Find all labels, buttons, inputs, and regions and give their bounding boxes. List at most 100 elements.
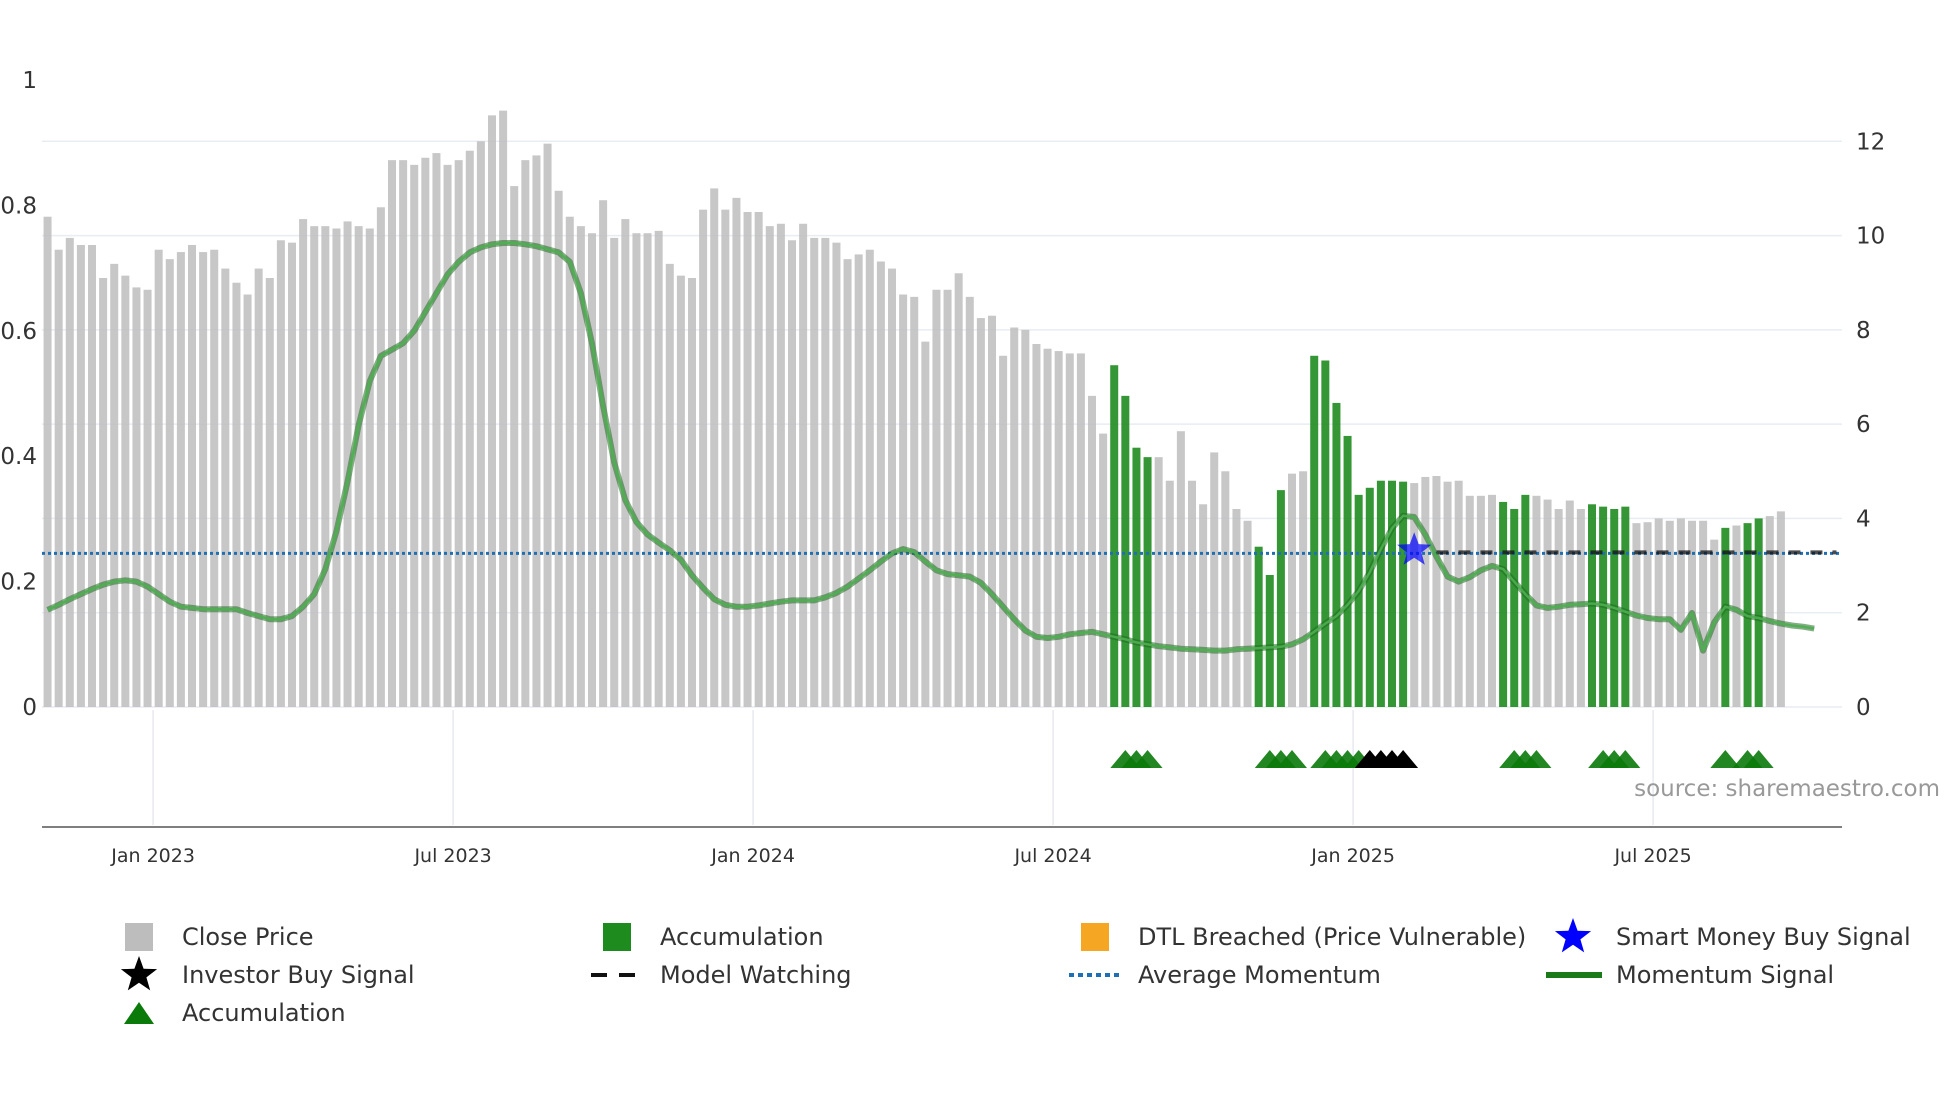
close-price-bar	[354, 226, 363, 707]
accumulation-bar	[1376, 480, 1385, 707]
close-price-bar	[210, 249, 219, 707]
close-price-bar	[1232, 509, 1241, 707]
close-price-bar	[288, 242, 296, 707]
close-price-bar	[943, 289, 952, 707]
close-price-bar	[888, 268, 896, 707]
close-price-bar	[1543, 499, 1552, 707]
close-price-bar	[1732, 525, 1741, 707]
marker-row	[1110, 750, 1774, 768]
legend-label: Average Momentum	[1138, 961, 1381, 989]
accumulation-bar	[1110, 365, 1119, 707]
close-price-bar	[754, 212, 763, 707]
close-price-bar	[1210, 452, 1219, 707]
legend-label: Investor Buy Signal	[182, 961, 415, 989]
accumulation-bar	[1521, 494, 1530, 707]
smart-money-buy-star	[1397, 532, 1432, 565]
close-price-bar	[688, 278, 696, 707]
x-tick-label: Jul 2024	[1013, 845, 1091, 867]
close-price-bar	[443, 164, 452, 707]
close-price-bar	[1199, 504, 1208, 707]
close-price-bar	[1410, 483, 1419, 707]
legend-label: Close Price	[182, 923, 314, 951]
accumulation-bar	[1721, 527, 1730, 707]
close-price-bar	[810, 237, 819, 707]
accumulation-bar	[1399, 481, 1408, 707]
close-price-bar	[188, 245, 196, 707]
accumulation-triangle	[1743, 750, 1774, 768]
close-price-bar	[799, 223, 808, 708]
close-price-bar	[699, 209, 708, 707]
close-price-bar	[1476, 495, 1485, 707]
close-price-bar	[376, 207, 385, 708]
x-tick-label: Jan 2025	[1310, 845, 1395, 867]
close-price-bar	[454, 160, 463, 708]
close-price-bar	[1043, 348, 1052, 707]
close-price-bar	[332, 228, 341, 707]
triangle-icon	[124, 1002, 154, 1024]
close-price-bar	[76, 245, 85, 707]
close-price-bar	[465, 150, 474, 707]
close-price-bar	[1676, 518, 1685, 707]
solid-line-icon	[1546, 972, 1602, 978]
accumulation-bar	[1276, 490, 1285, 707]
close-price-swatch	[125, 923, 153, 951]
close-price-bar	[299, 219, 308, 708]
accumulation-triangle	[1610, 750, 1641, 768]
dtl-breached-swatch	[1081, 923, 1109, 951]
accumulation-bar	[1621, 506, 1630, 707]
close-price-bar	[1188, 480, 1196, 707]
legend-average-momentum: Average Momentum	[1066, 958, 1381, 992]
close-price-bar	[1665, 520, 1674, 707]
close-price-bar	[1454, 480, 1463, 707]
close-price-bar	[1065, 353, 1074, 707]
close-price-bar	[310, 226, 319, 707]
accumulation-bar	[1121, 395, 1130, 707]
close-price-bar	[665, 263, 674, 707]
close-price-bar	[1010, 327, 1019, 707]
left-tick-label: 0.2	[0, 570, 37, 596]
legend-smart-money: Smart Money Buy Signal	[1544, 918, 1911, 954]
close-price-bar	[1576, 509, 1585, 707]
legend-label: Accumulation	[660, 923, 824, 951]
signal-stars	[1397, 532, 1432, 565]
close-price-bar	[199, 252, 208, 708]
left-tick-label: 1	[22, 68, 37, 94]
close-price-bar	[654, 230, 663, 707]
accumulation-bar	[1354, 494, 1363, 707]
right-tick-label: 6	[1856, 412, 1871, 438]
close-price-bar	[432, 153, 441, 708]
close-price-bar	[365, 228, 374, 707]
close-price-bar	[954, 273, 963, 707]
close-price-bar	[843, 259, 852, 707]
legend-label: Smart Money Buy Signal	[1616, 923, 1911, 951]
close-price-bar	[265, 278, 274, 707]
close-price-bar	[1443, 481, 1452, 707]
close-price-bar	[65, 237, 74, 707]
close-price-bar	[1654, 518, 1663, 707]
accumulation-bar	[1510, 509, 1519, 707]
close-price-bar	[676, 275, 685, 707]
close-price-bar	[1776, 511, 1785, 707]
close-price-bar	[932, 289, 941, 707]
close-price-bar	[1421, 476, 1430, 707]
close-price-bar	[1488, 494, 1496, 707]
close-price-bar	[999, 355, 1008, 707]
close-price-bar	[1243, 520, 1252, 707]
close-price-bar	[710, 188, 719, 707]
accumulation-triangle	[1710, 750, 1741, 768]
close-price-bar	[910, 296, 919, 707]
black-star-icon	[120, 956, 158, 991]
close-price-bar	[121, 275, 130, 707]
close-price-bar	[510, 186, 519, 708]
left-tick-label: 0	[22, 695, 37, 721]
accumulation-bar	[1254, 546, 1263, 707]
legend-close-price: Close Price	[110, 920, 314, 954]
source-label: source: sharemaestro.com	[1634, 776, 1940, 802]
right-tick-label: 0	[1856, 695, 1871, 721]
legend-momentum-signal: Momentum Signal	[1544, 958, 1834, 992]
accumulation-bar	[1321, 360, 1330, 707]
close-price-bar	[621, 219, 630, 708]
close-price-bar	[254, 268, 263, 707]
close-price-bar	[399, 160, 408, 708]
